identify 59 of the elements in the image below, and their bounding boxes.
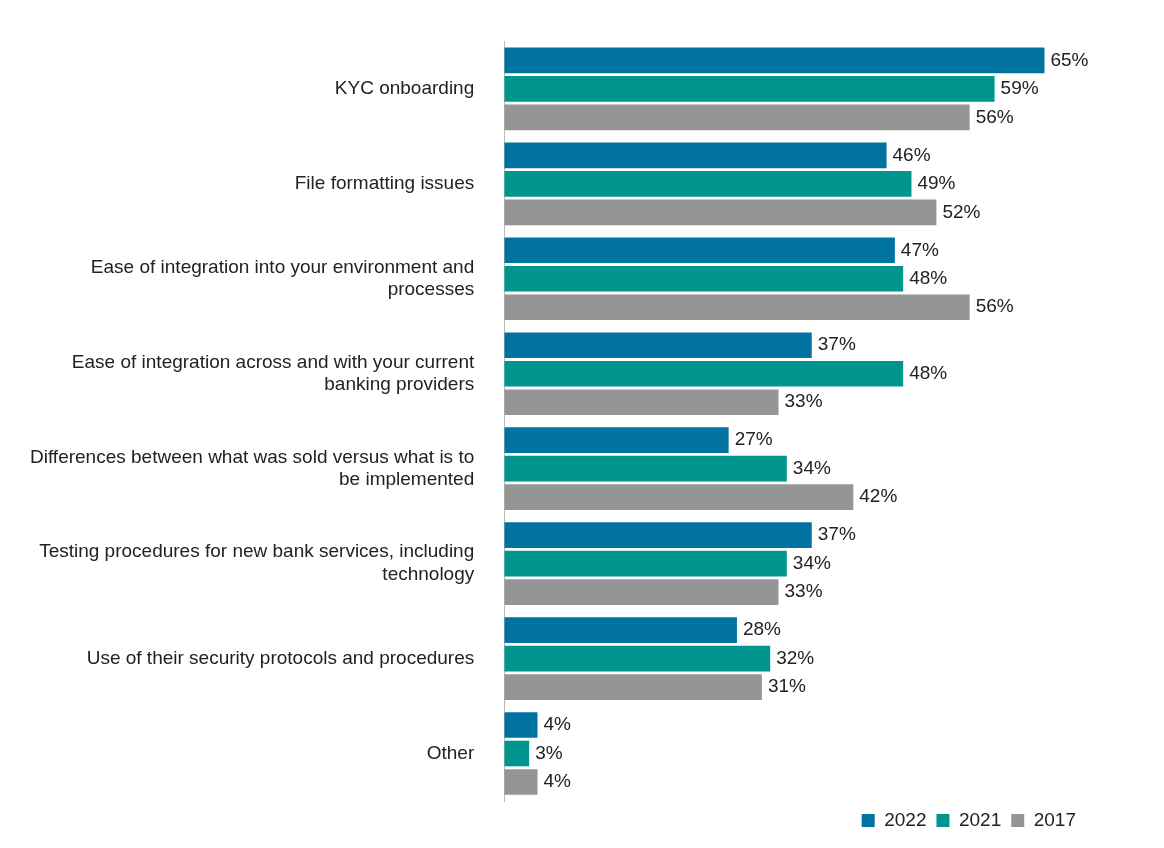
y-tick-label: Ease of integration into your environment and processes [90, 255, 475, 300]
data-label: 46% [892, 143, 931, 165]
y-tick-label: File formatting issues [294, 172, 475, 194]
bar [504, 455, 787, 482]
bar [504, 389, 779, 416]
legend-label: 2017 [1033, 808, 1077, 830]
bar [504, 645, 771, 672]
data-label: 3% [535, 741, 563, 763]
data-label: 56% [975, 295, 1014, 317]
bar [504, 265, 904, 292]
bar [504, 427, 729, 454]
legend-label: 2022 [884, 808, 927, 830]
data-label: 65% [1050, 48, 1089, 70]
data-label: 37% [817, 523, 856, 545]
data-label: 47% [900, 238, 939, 260]
data-label: 28% [742, 618, 782, 640]
data-label: 27% [734, 428, 773, 450]
bar [504, 237, 895, 264]
bar [504, 171, 912, 197]
bar [504, 712, 538, 738]
y-tick-label: Testing procedures for new bank services, including technology [39, 540, 475, 585]
data-label: 33% [784, 580, 823, 602]
data-label: 59% [1000, 77, 1039, 99]
data-label: 34% [792, 456, 831, 478]
data-label: 4% [543, 770, 572, 792]
bar [504, 579, 779, 605]
y-tick-label: KYC onboarding [334, 77, 475, 99]
bar [504, 142, 887, 169]
bar [504, 740, 530, 767]
bar [504, 674, 762, 700]
bar [504, 294, 970, 321]
bar [504, 47, 1045, 74]
bar [504, 332, 812, 359]
bar [504, 769, 538, 795]
bar [504, 104, 970, 131]
data-label: 48% [909, 267, 948, 289]
bar [504, 522, 812, 548]
data-label: 37% [817, 333, 856, 355]
data-label: 32% [776, 646, 815, 668]
bar [504, 617, 737, 643]
legend-label: 2021 [958, 808, 1002, 830]
bar [504, 550, 787, 577]
data-label: 42% [859, 485, 898, 507]
y-tick-label: Ease of integration across and with your current banking providers [71, 350, 475, 395]
bar [504, 76, 995, 102]
data-label: 4% [543, 713, 572, 735]
y-tick-label: Differences between what was sold versus what is to be implemented [29, 445, 475, 490]
bar [504, 360, 904, 387]
data-label: 33% [784, 390, 823, 412]
bar [504, 199, 937, 226]
bar [504, 484, 854, 510]
y-tick-label: Use of their security protocols and procedures [86, 646, 475, 668]
data-label: 52% [942, 200, 981, 222]
data-label: 48% [909, 361, 948, 383]
y-tick-label: Other [426, 741, 475, 763]
data-label: 34% [792, 551, 831, 573]
data-label: 49% [917, 172, 956, 194]
data-label: 31% [767, 675, 807, 697]
data-label: 56% [975, 105, 1014, 127]
